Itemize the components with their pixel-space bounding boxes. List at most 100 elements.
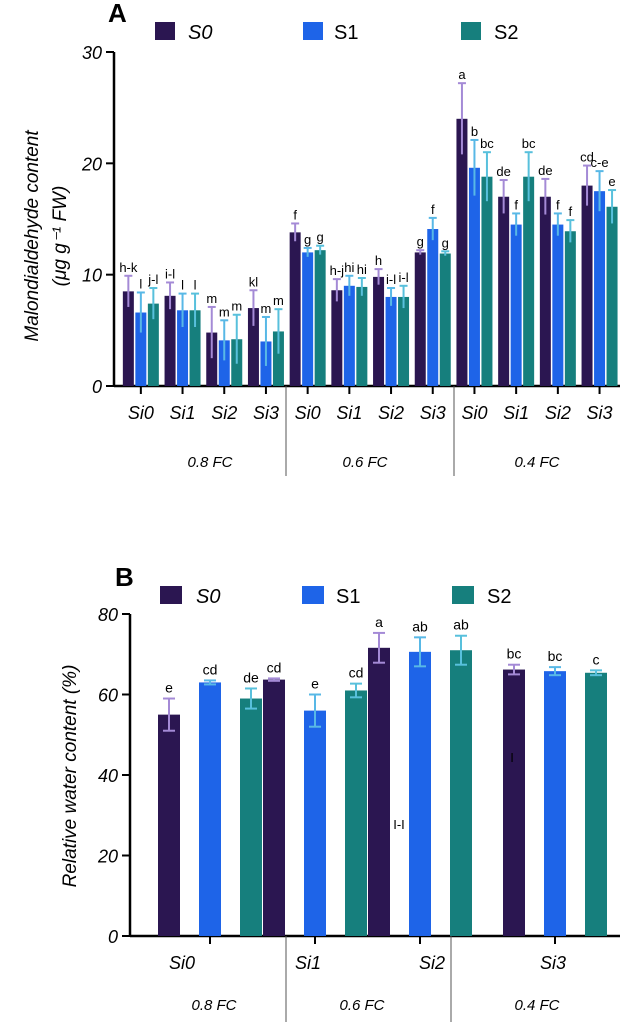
panel-a-legend: S0 S1 S2	[155, 22, 518, 44]
panel-a-significance-label: de	[538, 163, 552, 178]
legend-b-label-s2: S2	[487, 586, 511, 608]
panel-a-xtick-label: Si2	[545, 403, 571, 423]
panel-b-significance-label: a	[375, 614, 383, 630]
panel-a-bar-s0	[539, 196, 551, 386]
panel-b-significance-label: e	[311, 676, 319, 692]
panel-b-significance-label: ab	[412, 618, 428, 634]
panel-a-bar-s2	[481, 176, 493, 386]
panel-a-significance-label: hi	[357, 262, 367, 277]
panel-a-significance-label: bc	[522, 136, 536, 151]
legend-a-swatch-s1	[303, 22, 323, 40]
panel-a-bar-s0	[247, 308, 259, 386]
panel-b-ylabel: Relative water content (%)	[60, 665, 81, 888]
panel-b-xtick-label: Si2	[419, 953, 445, 973]
panel-a-xtick-label: Si2	[378, 403, 404, 423]
panel-a-ylabel-line2: (μg g⁻¹ FW)	[50, 186, 71, 287]
panel-a-significance-label: m	[261, 301, 272, 316]
legend-a-swatch-s2	[461, 22, 481, 40]
panel-a-significance-label: kl	[249, 274, 259, 289]
panel-a-group-label: 0.6 FC	[342, 454, 387, 471]
panel-b-significance-label: ab	[453, 617, 469, 633]
panel-a-ytick-label: 20	[81, 154, 102, 174]
panel-b-bar-s0	[158, 714, 180, 936]
panel-a-bar-s1	[594, 191, 606, 386]
panel-b-ytick-label: 20	[97, 847, 118, 867]
panel-a-xtick-label: Si3	[253, 403, 279, 423]
panel-a-bar-s1	[468, 167, 480, 386]
panel-a-letter: A	[108, 0, 127, 28]
legend-b-swatch-s2	[452, 586, 474, 604]
legend-b-label-s0: S0	[196, 586, 220, 608]
panel-a-significance-label: l	[194, 278, 197, 293]
panel-a-bar-s1	[385, 296, 397, 386]
panel-b-group-label: 0.6 FC	[339, 997, 384, 1014]
panel-b-letter: B	[115, 562, 134, 592]
panel-b-bar-s1	[409, 651, 431, 936]
panel-a-ytick-label: 30	[82, 43, 102, 63]
panel-a-significance-label: g	[417, 234, 424, 249]
panel-a-significance-label: e	[608, 174, 615, 189]
panel-b-bar-s1	[304, 710, 326, 936]
panel-b-significance-label: cd	[349, 665, 364, 681]
panel-a-group-label: 0.4 FC	[514, 454, 559, 471]
panel-a-significance-label: bc	[480, 136, 494, 151]
panel-a-significance-label: i-l	[398, 270, 408, 285]
panel-a-significance-label: m	[273, 293, 284, 308]
panel-a-significance-label: m	[206, 291, 217, 306]
panel-a-xtick-label: Si3	[420, 403, 446, 423]
legend-a-label-s0: S0	[188, 22, 212, 44]
panel-b-ylabel-text: Relative water content (%)	[60, 665, 81, 888]
panel-a-xtick-label: Si0	[461, 403, 487, 423]
panel-a-bar-s0	[581, 185, 593, 386]
panel-a-bar-s0	[414, 252, 426, 386]
panel-a-ylabel: Malondialdehyde content (μg g⁻¹ FW)	[22, 130, 71, 342]
panel-a-significance-label: h-j	[330, 263, 345, 278]
panel-a-bar-s2	[314, 250, 326, 386]
panel-a-bar-s0	[164, 295, 176, 386]
panel-a-significance-label: c-e	[591, 155, 609, 170]
panel-a-ylabel-line1: Malondialdehyde content	[22, 130, 43, 342]
panel-a-significance-label: m	[219, 304, 230, 319]
panel-a-significance-label: i-l	[386, 272, 396, 287]
panel-a-bar-s2	[439, 253, 451, 386]
panel-b-significance-label: c	[593, 651, 600, 667]
panel-a-significance-label: i-l	[165, 266, 175, 281]
panel-a-bar-s2	[564, 231, 576, 386]
panel-a-bar-s1	[552, 224, 564, 386]
panel-a-ytick-label: 10	[82, 266, 102, 286]
panel-a-significance-label: g	[304, 232, 311, 247]
panel-a-bar-s2	[523, 176, 535, 386]
panel-a-xtick-label: Si1	[503, 403, 529, 423]
panel-b-xtick-label: Si3	[540, 953, 566, 973]
panel-b-bar-s1	[199, 682, 221, 936]
panel-b-significance-label: cd	[267, 659, 282, 675]
panel-b-bar-s2	[585, 672, 607, 936]
panel-b-bar-s2	[450, 650, 472, 936]
panel-b-bar-s0	[368, 647, 390, 936]
panel-a-significance-label: a	[458, 67, 466, 82]
panel-b-legend: S0 S1 S2	[160, 586, 511, 608]
panel-a-bar-s2	[606, 206, 618, 386]
panel-a-xtick-label: Si1	[170, 403, 196, 423]
panel-b-significance-label: bc	[507, 646, 522, 662]
panel-b-group-label: 0.8 FC	[191, 997, 236, 1014]
panel-b-bar-s1	[544, 671, 566, 936]
panel-a-significance-label: f	[514, 197, 518, 212]
panel-a-significance-label: j-l	[147, 272, 158, 287]
panel-b-ytick-label: 40	[98, 766, 118, 786]
panel-a-bar-s1	[302, 252, 314, 386]
legend-b-swatch-s0	[160, 586, 182, 604]
panel-b-stray-mark: I-I	[393, 817, 405, 832]
panel-a-bar-s2	[189, 310, 201, 386]
panel-b-significance-label: cd	[203, 661, 218, 677]
panel-a-significance-label: f	[431, 202, 435, 217]
panel-a-bar-s0	[498, 196, 510, 386]
legend-a-swatch-s0	[155, 22, 175, 40]
panel-a-significance-label: m	[231, 299, 242, 314]
panel-b-ytick-label: 60	[98, 686, 118, 706]
panel-a-bar-s0	[289, 232, 301, 386]
panel-b-bar-s2	[240, 698, 262, 936]
panel-a-xtick-label: Si2	[211, 403, 237, 423]
